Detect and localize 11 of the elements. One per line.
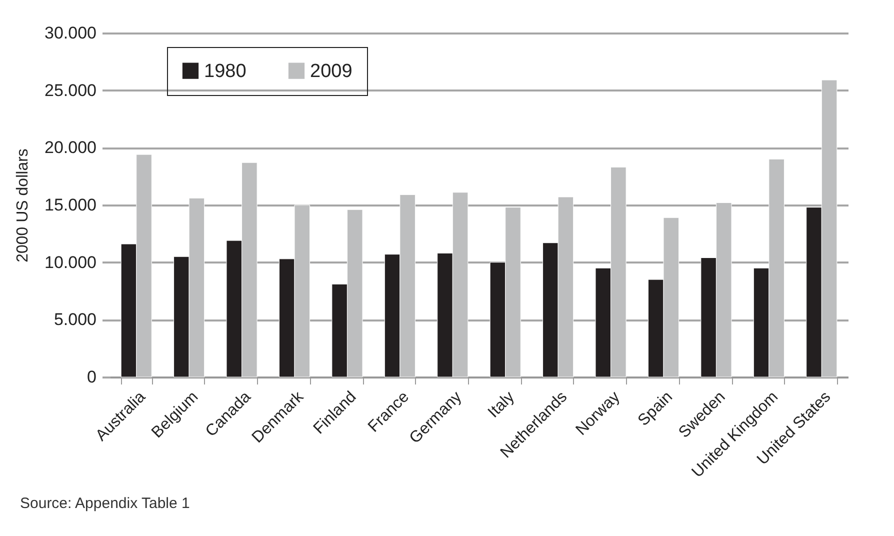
source-note: Source: Appendix Table 1	[20, 495, 190, 512]
y-tick-label: 25.000	[44, 80, 96, 100]
y-axis-title: 2000 US dollars	[14, 148, 32, 262]
y-tick-label: 20.000	[44, 138, 96, 158]
y-tick-label: 15.000	[44, 196, 96, 214]
y-tick-label: 0	[87, 368, 96, 386]
legend-label: 1980	[204, 60, 246, 82]
y-tick-label: 10.000	[44, 252, 96, 272]
legend-label: 2009	[310, 60, 352, 82]
y-tick-label: 5.000	[54, 310, 96, 330]
y-tick-label: 30.000	[44, 24, 96, 42]
